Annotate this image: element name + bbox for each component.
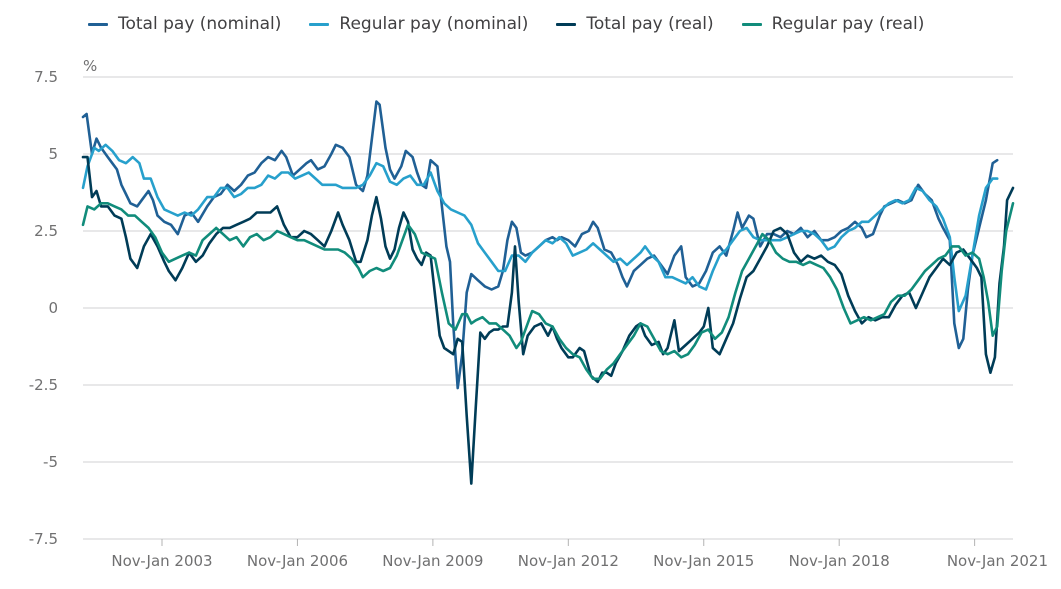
x-tick-label: Nov-Jan 2006 [247,552,348,570]
x-tick-label: Nov-Jan 2003 [111,552,212,570]
y-tick-label: 7.5 [34,68,58,86]
legend-label: Total pay (nominal) [118,14,282,34]
legend-swatch [88,22,108,26]
axes: 7.5 5 2.5 0 -2.5 -5 -7.5% Nov-Jan 2003 Nov-Jan 2… [29,57,1048,570]
y-axis-unit-label: % [83,57,97,75]
x-tick-label: Nov-Jan 2015 [653,552,754,570]
legend-label: Regular pay (real) [771,14,925,34]
y-tick-label: -2.5 [29,376,58,394]
legend-item: Regular pay (real) [741,14,925,34]
series-line-regular-pay-real [81,202,1015,381]
x-tick-label: Nov-Jan 2021 [947,552,1048,570]
y-tick-label: -7.5 [29,530,58,548]
legend-label: Regular pay (nominal) [339,14,529,34]
y-tick-label: 5 [48,145,58,163]
legend-label: Total pay (real) [586,14,714,34]
legend-item: Regular pay (nominal) [309,14,528,34]
series-line-total-pay-real [81,155,1015,485]
x-tick-label: Nov-Jan 2018 [789,552,890,570]
y-tick-label: -5 [43,453,58,471]
legend-item: Total pay (nominal) [88,14,281,34]
y-tick-label: 0 [48,299,58,317]
legend-swatch [741,22,762,26]
gridlines [83,76,1013,540]
series-line-regular-pay-nominal [81,143,999,313]
legend-swatch [309,22,330,26]
x-tick-label: Nov-Jan 2012 [518,552,619,570]
x-tick-label: Nov-Jan 2009 [382,552,483,570]
legend-item: Total pay (real) [556,14,714,34]
y-tick-label: 2.5 [34,222,58,240]
series-lines [81,100,1015,485]
chart-legend: Total pay (nominal) Regular pay (nominal)… [88,14,952,34]
legend-swatch [556,22,577,26]
series-line-total-pay-nominal [81,100,999,390]
